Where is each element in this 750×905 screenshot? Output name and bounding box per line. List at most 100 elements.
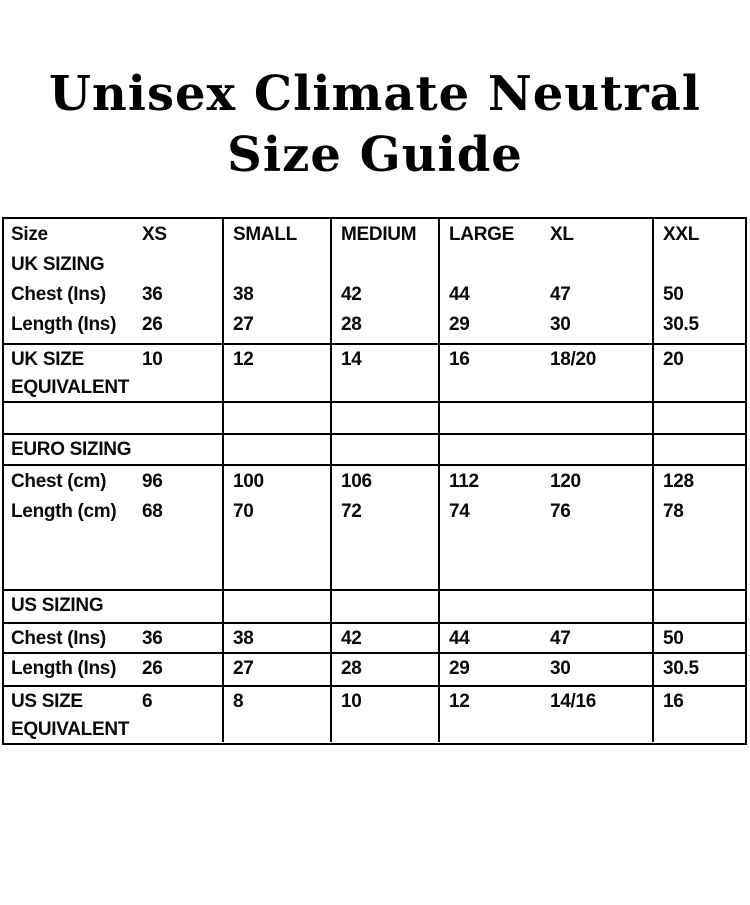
euro-chest-large: 112: [449, 471, 479, 492]
cell-uk-block-xxl: XXL 50 30.5: [652, 219, 745, 343]
cell-us-length-medium: 28: [330, 654, 438, 685]
page-title-line-2: Size Guide: [227, 127, 523, 183]
uk-length-xs: 26: [142, 314, 163, 335]
cell-us-length-small: 27: [222, 654, 330, 685]
uk-equivalent-xxl: 20: [663, 349, 684, 370]
cell-us-length-xxl: 30.5: [652, 654, 745, 685]
us-length-xxl: 30.5: [663, 658, 699, 679]
us-equivalent-medium: 10: [341, 691, 362, 712]
euro-chest-xs: 96: [142, 471, 163, 492]
us-length-row-label: Length (Ins): [11, 658, 117, 679]
cell-us-length-label: Length (Ins) 26: [4, 654, 222, 685]
row-us-chest: Chest (Ins) 36 38 42 44 47 50: [4, 622, 745, 652]
uk-chest-xxl: 50: [663, 284, 684, 305]
uk-chest-xs: 36: [142, 284, 163, 305]
us-length-small: 27: [233, 658, 254, 679]
cell-euro-small: 100 70: [222, 466, 330, 589]
cell-empty: [652, 591, 745, 622]
euro-length-medium: 72: [341, 501, 362, 522]
uk-length-medium: 28: [341, 314, 362, 335]
us-chest-large: 44: [449, 628, 470, 649]
euro-chest-small: 100: [233, 471, 264, 492]
uk-chest-small: 38: [233, 284, 254, 305]
cell-uk-equivalent-label: UK SIZE 10 EQUIVALENT: [4, 345, 222, 401]
col-header-large: LARGE: [449, 224, 515, 245]
uk-chest-row-label: Chest (Ins): [11, 284, 106, 305]
uk-equivalent-label-line-1: UK SIZE: [11, 349, 84, 370]
us-chest-xs: 36: [142, 628, 163, 649]
us-chest-small: 38: [233, 628, 254, 649]
col-header-size: Size: [11, 224, 48, 245]
cell-euro-xxl: 128 78: [652, 466, 745, 589]
us-equivalent-large: 12: [449, 691, 470, 712]
row-us-size-equivalent: US SIZE 6 EQUIVALENT 8 10 12 14/16: [4, 685, 745, 742]
uk-length-small: 27: [233, 314, 254, 335]
cell-empty: [438, 591, 652, 622]
euro-chest-row-label: Chest (cm): [11, 471, 107, 492]
euro-chest-xxl: 128: [663, 471, 694, 492]
euro-length-xs: 68: [142, 501, 163, 522]
page-title: Unisex Climate Neutral Size Guide: [0, 64, 750, 186]
cell-us-chest-label: Chest (Ins) 36: [4, 624, 222, 652]
row-uk-size-equivalent: UK SIZE 10 EQUIVALENT 12 14 16 18/20: [4, 343, 745, 401]
row-us-length: Length (Ins) 26 27 28 29 30 30.5: [4, 652, 745, 685]
us-equivalent-xxl: 16: [663, 691, 684, 712]
cell-uk-equivalent-xxl: 20: [652, 345, 745, 401]
cell-empty: [438, 435, 652, 464]
cell-us-chest-medium: 42: [330, 624, 438, 652]
row-euro-data-block: Chest (cm) 96 Length (cm) 68 100 70 106 …: [4, 464, 745, 589]
us-chest-medium: 42: [341, 628, 362, 649]
cell-us-length-large-xl: 29 30: [438, 654, 652, 685]
us-length-xl: 30: [550, 658, 571, 679]
uk-equivalent-large: 16: [449, 349, 470, 370]
cell-us-chest-xxl: 50: [652, 624, 745, 652]
cell-empty: [330, 591, 438, 622]
cell-uk-block-labels: Size XS UK SIZING Chest (Ins) 36 Length …: [4, 219, 222, 343]
cell-spacer: [438, 403, 652, 433]
euro-length-small: 70: [233, 501, 254, 522]
cell-spacer: [652, 403, 745, 433]
cell-us-equivalent-medium: 10: [330, 687, 438, 742]
cell-uk-equivalent-large-xl: 16 18/20: [438, 345, 652, 401]
page-title-line-1: Unisex Climate Neutral: [49, 66, 701, 122]
col-header-medium: MEDIUM: [341, 224, 417, 245]
size-guide-table: Size XS UK SIZING Chest (Ins) 36 Length …: [2, 217, 747, 745]
cell-us-chest-large-xl: 44 47: [438, 624, 652, 652]
cell-uk-equivalent-medium: 14: [330, 345, 438, 401]
uk-equivalent-medium: 14: [341, 349, 362, 370]
euro-length-xxl: 78: [663, 501, 684, 522]
cell-spacer: [222, 403, 330, 433]
cell-euro-large-xl: 112 120 74 76: [438, 466, 652, 589]
cell-uk-block-medium: MEDIUM 42 28: [330, 219, 438, 343]
cell-empty: [330, 435, 438, 464]
cell-us-equivalent-xxl: 16: [652, 687, 745, 742]
col-header-small: SMALL: [233, 224, 297, 245]
us-equivalent-xs: 6: [142, 691, 153, 712]
row-euro-sizing-header: EURO SIZING: [4, 433, 745, 464]
cell-uk-block-small: SMALL 38 27: [222, 219, 330, 343]
cell-euro-section-label: EURO SIZING: [4, 435, 222, 464]
uk-chest-large: 44: [449, 284, 470, 305]
us-sizing-section-label: US SIZING: [11, 595, 104, 616]
us-length-xs: 26: [142, 658, 163, 679]
uk-length-large: 29: [449, 314, 470, 335]
cell-empty: [652, 435, 745, 464]
uk-equivalent-label-line-2: EQUIVALENT: [11, 377, 130, 398]
cell-uk-block-large-xl: LARGE XL 44 47 29 30: [438, 219, 652, 343]
euro-sizing-section-label: EURO SIZING: [11, 439, 132, 460]
us-length-medium: 28: [341, 658, 362, 679]
cell-uk-equivalent-small: 12: [222, 345, 330, 401]
us-equivalent-label-line-2: EQUIVALENT: [11, 719, 130, 740]
cell-spacer: [330, 403, 438, 433]
col-header-xxl: XXL: [663, 224, 700, 245]
us-chest-xl: 47: [550, 628, 571, 649]
row-spacer: [4, 401, 745, 433]
cell-us-chest-small: 38: [222, 624, 330, 652]
uk-equivalent-xl: 18/20: [550, 349, 597, 370]
row-uk-sizing-block: Size XS UK SIZING Chest (Ins) 36 Length …: [4, 219, 745, 343]
uk-chest-medium: 42: [341, 284, 362, 305]
cell-us-equivalent-label: US SIZE 6 EQUIVALENT: [4, 687, 222, 742]
cell-empty: [222, 435, 330, 464]
uk-length-xl: 30: [550, 314, 571, 335]
cell-spacer: [4, 403, 222, 433]
